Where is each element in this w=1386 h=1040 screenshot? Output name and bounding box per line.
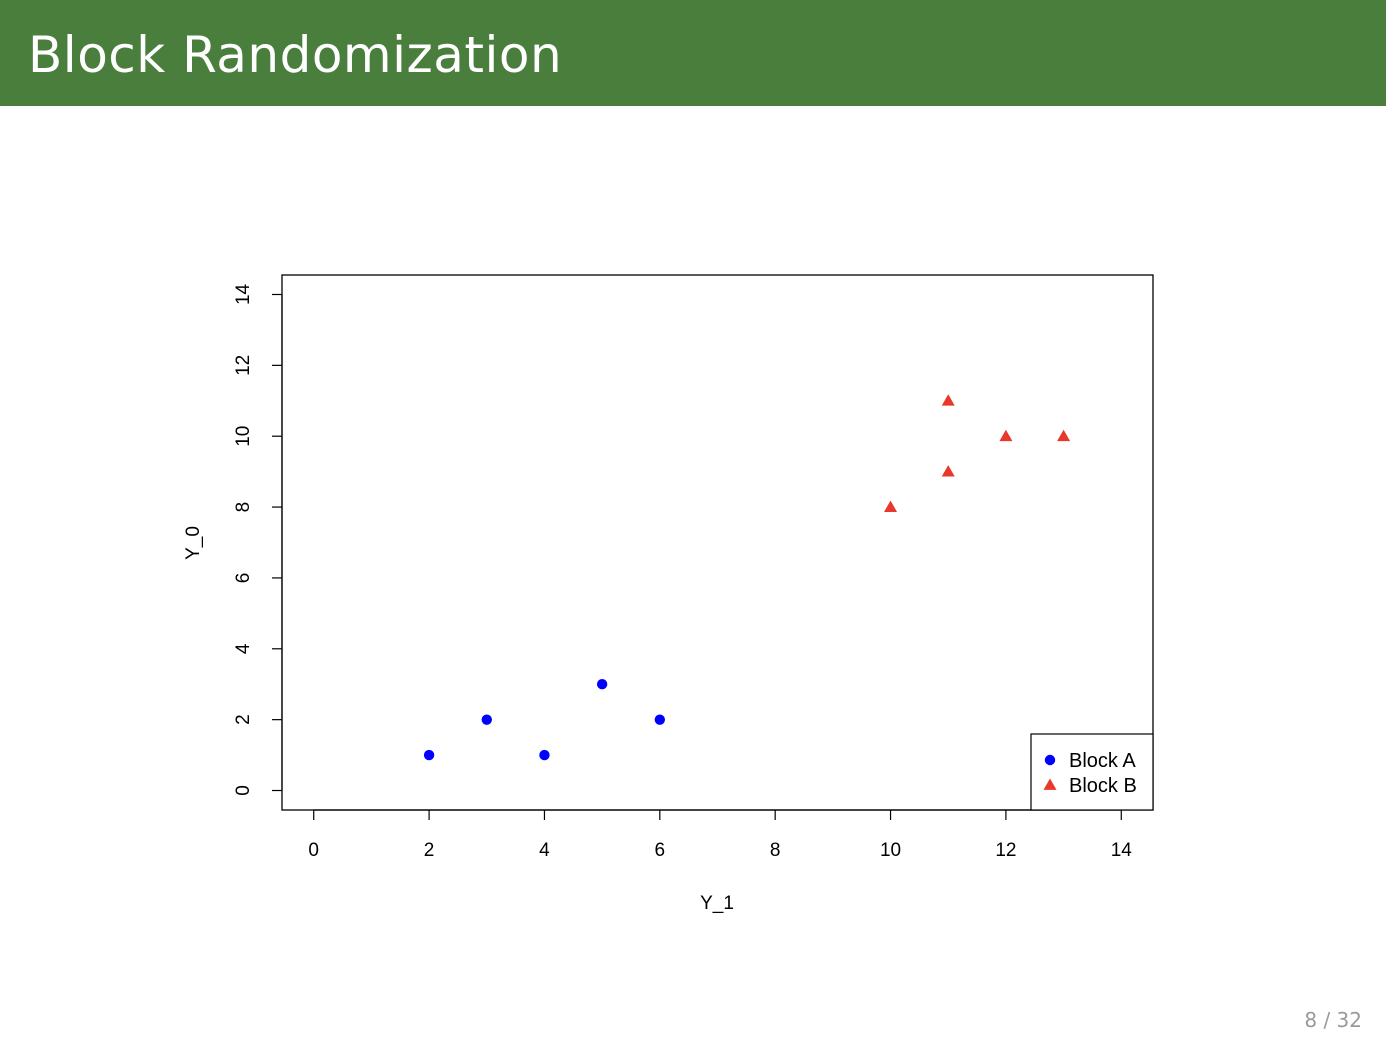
y-tick-label: 12	[233, 355, 254, 376]
block-b-point	[999, 429, 1013, 442]
block-b-point	[1057, 429, 1071, 442]
y-tick-label: 14	[233, 283, 254, 305]
block-a-point	[596, 679, 608, 690]
block-b-point	[941, 394, 955, 406]
block-a-point	[539, 749, 550, 761]
y-axis: 0 2 4 6 8 10 12 14	[233, 283, 283, 796]
page-number: 8 / 32	[1304, 1008, 1362, 1032]
y-tick-label: 8	[233, 502, 254, 513]
x-tick-label: 6	[655, 840, 666, 861]
block-a-point	[654, 714, 666, 725]
x-axis: 0 2 4 6 8 10 12 14	[308, 809, 1133, 861]
x-tick-label: 8	[770, 840, 781, 861]
block-a-point	[481, 714, 492, 725]
x-tick-label: 12	[995, 840, 1016, 861]
x-tick-label: 2	[424, 840, 435, 861]
x-tick-label: 10	[880, 840, 901, 861]
legend-marker	[1044, 754, 1056, 766]
legend: Block A Block B	[1030, 733, 1154, 811]
block-a-point	[423, 749, 435, 761]
y-tick-label: 2	[233, 714, 254, 725]
data-points	[423, 394, 1071, 761]
x-tick-label: 4	[539, 840, 550, 861]
plot-frame	[281, 274, 1154, 811]
x-tick-label: 14	[1111, 840, 1133, 861]
block-b-point	[884, 500, 898, 512]
legend-label: Block A	[1069, 750, 1136, 772]
y-axis-label: Y_0	[183, 526, 204, 560]
y-tick-label: 6	[233, 573, 254, 584]
x-tick-label: 0	[308, 840, 319, 861]
x-axis-label: Y_1	[700, 893, 734, 914]
y-tick-label: 0	[233, 785, 254, 796]
y-tick-label: 10	[233, 426, 254, 447]
title-bar: Block Randomization	[0, 0, 1386, 106]
legend-box	[1030, 733, 1154, 811]
block-b-point	[941, 465, 955, 477]
y-tick-label: 4	[233, 643, 254, 654]
legend-marker	[1043, 778, 1057, 790]
legend-label: Block B	[1069, 775, 1137, 797]
slide-title: Block Randomization	[28, 26, 563, 84]
